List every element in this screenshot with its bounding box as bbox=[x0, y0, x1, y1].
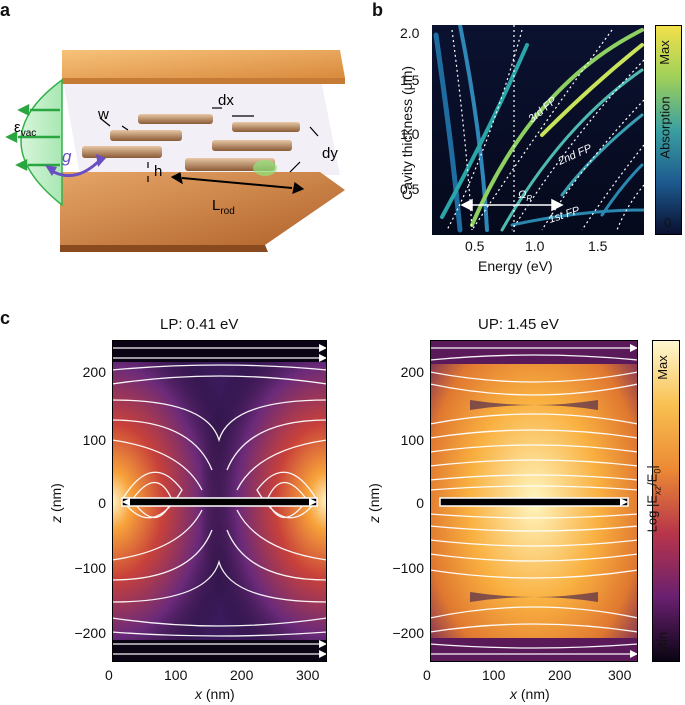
panel-c-colorbar bbox=[652, 340, 680, 662]
lp-ytick: 200 bbox=[82, 364, 106, 380]
lp-map-frame bbox=[112, 340, 327, 662]
dx-label: dx bbox=[218, 92, 234, 109]
panel-b-label: b bbox=[372, 0, 383, 20]
lp-xtick: 200 bbox=[230, 667, 254, 683]
nanorod bbox=[82, 146, 162, 158]
panel-b-ytick: 1.0 bbox=[400, 126, 420, 142]
up-ytick: −100 bbox=[392, 560, 424, 576]
lp-xtick: 100 bbox=[164, 667, 188, 683]
panel-c-colorbar-max: Max bbox=[654, 355, 670, 380]
lp-ytick: 100 bbox=[82, 432, 106, 448]
up-ytick: 100 bbox=[400, 432, 424, 448]
lp-ytick: 0 bbox=[98, 495, 106, 511]
panel-c-label: c bbox=[0, 308, 11, 328]
nanorod bbox=[232, 122, 300, 132]
panel-b-ytick: 0.5 bbox=[400, 181, 420, 197]
rod-length-label: Lrod bbox=[212, 197, 235, 217]
lp-field-map bbox=[112, 340, 327, 662]
panel-b-ytick: 1.5 bbox=[400, 72, 420, 88]
up-field-map bbox=[430, 340, 638, 662]
up-ytick: −200 bbox=[392, 625, 424, 641]
eps-vac-label: εvac bbox=[14, 119, 36, 139]
top-mirror bbox=[62, 50, 345, 78]
lp-xtick: 0 bbox=[105, 667, 113, 683]
nanorod bbox=[185, 158, 275, 171]
panel-b-xlabel: Energy (eV) bbox=[478, 258, 553, 274]
panel-b-colorbar-max: Max bbox=[656, 40, 672, 65]
field-profile bbox=[20, 78, 63, 207]
panel-c-colorbar-label: Log |Exz/E0| bbox=[644, 465, 663, 533]
up-xlabel: x (nm) bbox=[510, 686, 550, 702]
height-label: h bbox=[154, 163, 162, 180]
lp-ytick: −100 bbox=[74, 560, 106, 576]
panel-b-xtick: 1.0 bbox=[525, 238, 545, 254]
omega-label: ΩR bbox=[518, 189, 532, 203]
panel-b-ytick: 2.0 bbox=[400, 25, 420, 41]
up-ytick: 200 bbox=[400, 364, 424, 380]
bottom-mirror bbox=[60, 172, 345, 245]
up-ytick: 0 bbox=[416, 495, 424, 511]
lp-xtick: 300 bbox=[296, 667, 320, 683]
panel-b-colorbar-label: Absorption bbox=[657, 96, 673, 159]
up-xtick: 100 bbox=[482, 667, 506, 683]
up-map-frame bbox=[430, 340, 638, 662]
panel-a-label: a bbox=[0, 0, 11, 20]
panel-b-colorbar-min: 0 bbox=[664, 215, 672, 230]
up-ylabel: z (nm) bbox=[365, 483, 382, 523]
cavity-schematic: εvac g w dx h dy Lrod bbox=[5, 50, 345, 252]
lp-xlabel: x (nm) bbox=[195, 686, 235, 702]
panel-b-xtick: 1.5 bbox=[588, 238, 608, 254]
dispersion-map: ΩR 3rd FP 2nd FP 1st FP bbox=[432, 25, 644, 235]
up-xtick: 0 bbox=[423, 667, 431, 683]
up-title: UP: 1.45 eV bbox=[478, 316, 559, 333]
dy-label: dy bbox=[322, 145, 338, 162]
nanorod bbox=[212, 140, 292, 151]
up-xtick: 200 bbox=[548, 667, 572, 683]
panel-b-xtick: 0.5 bbox=[465, 238, 485, 254]
panel-b-colorbar bbox=[655, 25, 682, 235]
lp-title: LP: 0.41 eV bbox=[160, 316, 239, 333]
lp-ytick: −200 bbox=[74, 625, 106, 641]
nanorod bbox=[110, 130, 182, 141]
lp-ylabel: z (nm) bbox=[47, 483, 64, 523]
coupling-label: g bbox=[62, 147, 72, 166]
width-label: w bbox=[97, 106, 109, 123]
nanorod bbox=[138, 114, 213, 124]
up-xtick: 300 bbox=[608, 667, 632, 683]
panel-c-colorbar-min: Min bbox=[654, 632, 670, 653]
